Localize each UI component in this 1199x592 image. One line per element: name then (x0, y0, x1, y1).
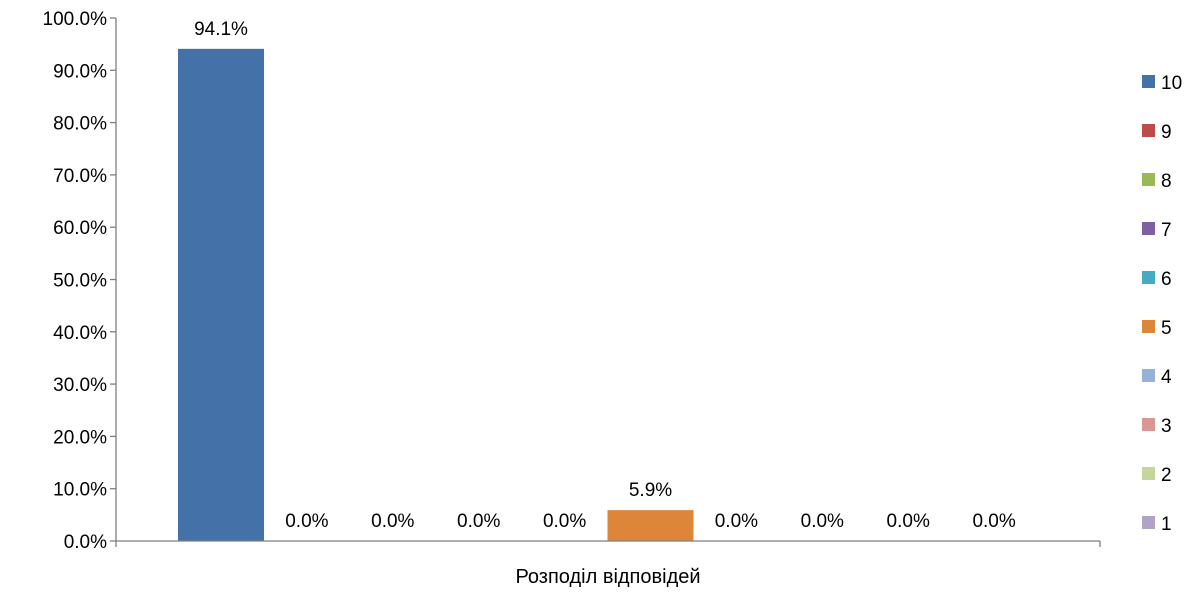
legend-label-5: 5 (1161, 318, 1172, 339)
y-tick-label: 50.0% (53, 271, 107, 292)
y-tick-label: 80.0% (53, 114, 107, 135)
legend-swatch-2 (1142, 467, 1155, 480)
data-label-series-1: 0.0% (972, 511, 1015, 532)
data-label-series-8: 0.0% (371, 511, 414, 532)
legend-label-2: 2 (1161, 465, 1172, 486)
y-axis-ticks: 0.0% 10.0% 20.0% 30.0% 40.0% 50.0% 60.0% 70.0% 8… (43, 9, 1101, 553)
legend-label-6: 6 (1161, 269, 1172, 290)
data-label-series-4: 0.0% (715, 511, 758, 532)
y-tick-label: 30.0% (53, 375, 107, 396)
legend-label-3: 3 (1161, 416, 1172, 437)
data-label-series-10: 94.1% (194, 19, 248, 40)
legend-swatch-1 (1142, 516, 1155, 529)
legend-label-7: 7 (1161, 220, 1172, 241)
data-label-series-5: 5.9% (629, 480, 672, 501)
legend-label-8: 8 (1161, 171, 1172, 192)
legend-swatch-6 (1142, 271, 1155, 284)
legend-label-1: 1 (1161, 514, 1172, 535)
y-tick-label: 60.0% (53, 218, 107, 239)
x-category-label: Розподіл відповідей (515, 566, 700, 588)
legend-swatch-9 (1142, 124, 1155, 137)
data-label-series-3: 0.0% (801, 511, 844, 532)
legend: 10 9 8 7 6 5 4 3 2 1 (1142, 73, 1182, 535)
legend-label-9: 9 (1161, 122, 1172, 143)
bars (178, 48, 694, 542)
y-tick-label: 70.0% (53, 166, 107, 187)
x-axis-categories: Розподіл відповідей (515, 566, 700, 588)
bar-series-5 (607, 510, 694, 541)
data-label-series-9: 0.0% (285, 511, 328, 532)
legend-label-10: 10 (1161, 73, 1182, 94)
data-label-series-6: 0.0% (543, 511, 586, 532)
legend-swatch-8 (1142, 173, 1155, 186)
y-tick-label: 100.0% (43, 9, 108, 30)
data-label-series-2: 0.0% (887, 511, 930, 532)
bar-series-10 (178, 48, 264, 542)
y-tick-label: 20.0% (53, 427, 107, 448)
legend-swatch-5 (1142, 320, 1155, 333)
y-tick-label: 10.0% (53, 480, 107, 501)
legend-swatch-3 (1142, 418, 1155, 431)
legend-label-4: 4 (1161, 367, 1172, 388)
y-tick-label: 0.0% (64, 532, 107, 553)
legend-swatch-4 (1142, 369, 1155, 382)
legend-swatch-7 (1142, 222, 1155, 235)
data-label-series-7: 0.0% (457, 511, 500, 532)
data-labels: 94.1% 0.0% 0.0% 0.0% 0.0% 5.9% 0.0% 0.0% 0.0% 0.0… (194, 19, 1016, 532)
legend-swatch-10 (1142, 75, 1155, 88)
y-tick-label: 40.0% (53, 323, 107, 344)
y-tick-label: 90.0% (53, 61, 107, 82)
